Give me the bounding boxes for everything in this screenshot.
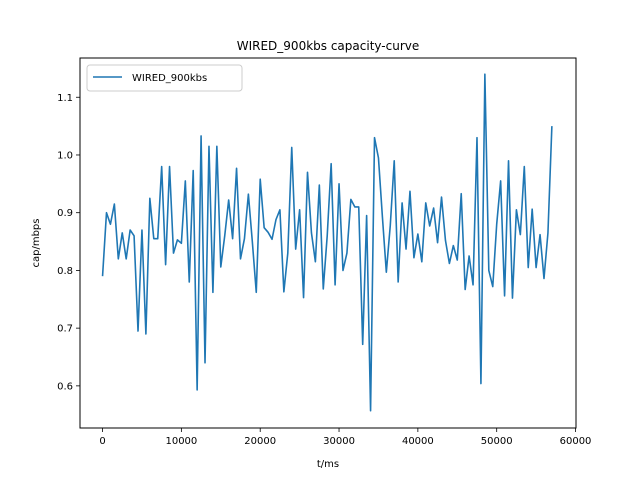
x-axis: 0 10000 20000 30000 40000 50000 60000 [99, 428, 591, 447]
series-line-0 [101, 73, 553, 412]
x-tick-label: 50000 [481, 436, 513, 447]
x-tick-label: 20000 [244, 436, 276, 447]
y-tick-label: 0.9 [57, 208, 73, 219]
y-tick-label: 1.0 [57, 150, 73, 161]
chart-title: WIRED_900kbs capacity-curve [237, 39, 420, 53]
y-tick-label: 0.7 [57, 324, 73, 335]
x-tick-label: 40000 [402, 436, 434, 447]
y-axis: 0.6 0.7 0.8 0.9 1.0 1.1 [57, 93, 80, 392]
legend-label: WIRED_900kbs [132, 73, 207, 84]
y-axis-label: cap/mbps [31, 219, 42, 268]
axes-frame [79, 57, 577, 429]
x-tick-label: 10000 [165, 436, 197, 447]
x-axis-label: t/ms [317, 459, 339, 470]
x-tick-label: 30000 [323, 436, 355, 447]
legend-box [86, 64, 243, 92]
y-tick-label: 0.6 [57, 381, 73, 392]
y-tick-label: 1.1 [57, 93, 73, 104]
y-tick-label: 0.8 [57, 266, 73, 277]
legend: WIRED_900kbs [86, 64, 243, 92]
plot-area [101, 73, 553, 412]
x-tick-label: 60000 [560, 436, 592, 447]
x-tick-label: 0 [99, 436, 105, 447]
